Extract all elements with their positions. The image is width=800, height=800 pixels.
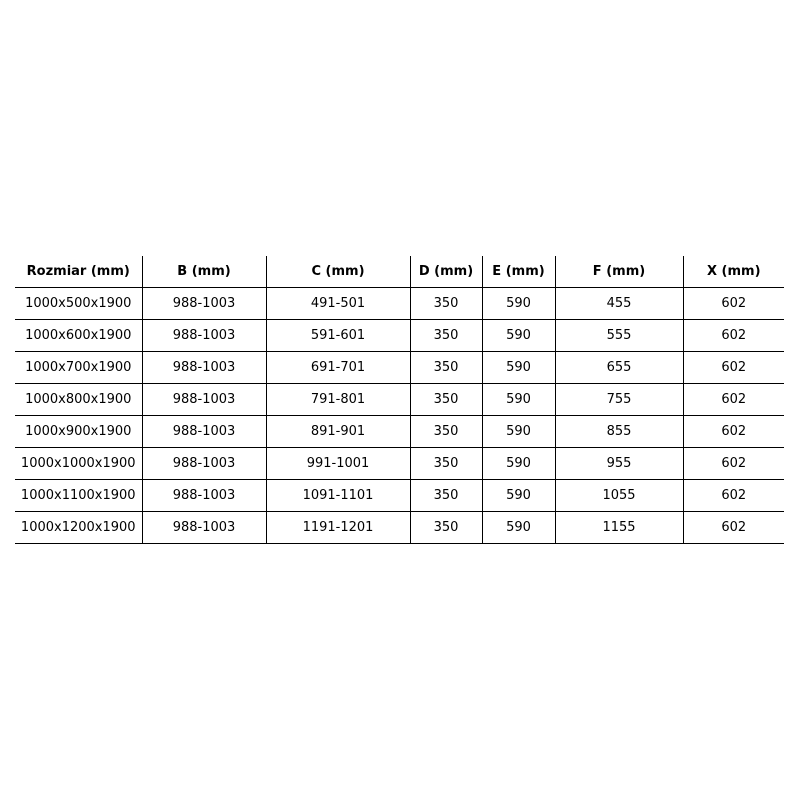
cell-b: 988-1003 <box>141 447 266 480</box>
table-row: 1000x1000x1900 988-1003 991-1001 350 590 955 6… <box>15 447 784 480</box>
cell-x: 602 <box>682 383 784 416</box>
cell-x: 602 <box>682 351 784 384</box>
cell-f: 855 <box>554 415 683 448</box>
cell-c: 1091-1101 <box>265 479 410 512</box>
table-row: 1000x1200x1900 988-1003 1191-1201 350 590 115… <box>15 511 784 544</box>
cell-e: 590 <box>481 479 555 512</box>
cell-b: 988-1003 <box>141 287 266 320</box>
header-size: Rozmiar (mm) <box>15 256 142 288</box>
table-row: 1000x800x1900 988-1003 791-801 350 590 755 602 <box>15 383 784 416</box>
cell-f: 755 <box>554 383 683 416</box>
cell-x: 602 <box>682 287 784 320</box>
header-b: B (mm) <box>141 256 266 288</box>
cell-size: 1000x1200x1900 <box>15 511 142 544</box>
cell-c: 991-1001 <box>265 447 410 480</box>
cell-c: 591-601 <box>265 319 410 352</box>
cell-size: 1000x500x1900 <box>15 287 142 320</box>
cell-f: 1055 <box>554 479 683 512</box>
cell-b: 988-1003 <box>141 479 266 512</box>
cell-size: 1000x1100x1900 <box>15 479 142 512</box>
cell-d: 350 <box>409 511 482 544</box>
cell-d: 350 <box>409 479 482 512</box>
cell-f: 555 <box>554 319 683 352</box>
cell-size: 1000x900x1900 <box>15 415 142 448</box>
cell-x: 602 <box>682 447 784 480</box>
header-row: Rozmiar (mm) B (mm) C (mm) D (mm) E (mm)… <box>15 256 784 288</box>
cell-e: 590 <box>481 511 555 544</box>
table-row: 1000x500x1900 988-1003 491-501 350 590 455 602 <box>15 287 784 320</box>
cell-e: 590 <box>481 383 555 416</box>
cell-d: 350 <box>409 287 482 320</box>
cell-e: 590 <box>481 447 555 480</box>
cell-b: 988-1003 <box>141 383 266 416</box>
cell-e: 590 <box>481 319 555 352</box>
cell-e: 590 <box>481 415 555 448</box>
cell-e: 590 <box>481 351 555 384</box>
cell-d: 350 <box>409 351 482 384</box>
cell-d: 350 <box>409 447 482 480</box>
header-c: C (mm) <box>265 256 410 288</box>
cell-f: 1155 <box>554 511 683 544</box>
cell-size: 1000x800x1900 <box>15 383 142 416</box>
cell-d: 350 <box>409 383 482 416</box>
cell-d: 350 <box>409 415 482 448</box>
cell-c: 691-701 <box>265 351 410 384</box>
cell-f: 455 <box>554 287 683 320</box>
header-f: F (mm) <box>554 256 683 288</box>
header-e: E (mm) <box>481 256 555 288</box>
cell-b: 988-1003 <box>141 351 266 384</box>
cell-c: 891-901 <box>265 415 410 448</box>
cell-c: 491-501 <box>265 287 410 320</box>
cell-c: 791-801 <box>265 383 410 416</box>
table-row: 1000x1100x1900 988-1003 1091-1101 350 590 105… <box>15 479 784 512</box>
table-row: 1000x600x1900 988-1003 591-601 350 590 555 602 <box>15 319 784 352</box>
cell-c: 1191-1201 <box>265 511 410 544</box>
table-row: 1000x700x1900 988-1003 691-701 350 590 655 602 <box>15 351 784 384</box>
header-x: X (mm) <box>682 256 784 288</box>
cell-size: 1000x700x1900 <box>15 351 142 384</box>
cell-size: 1000x1000x1900 <box>15 447 142 480</box>
cell-x: 602 <box>682 511 784 544</box>
cell-b: 988-1003 <box>141 319 266 352</box>
cell-d: 350 <box>409 319 482 352</box>
cell-x: 602 <box>682 319 784 352</box>
cell-size: 1000x600x1900 <box>15 319 142 352</box>
cell-b: 988-1003 <box>141 415 266 448</box>
dimensions-table: Rozmiar (mm) B (mm) C (mm) D (mm) E (mm)… <box>15 256 784 544</box>
cell-x: 602 <box>682 479 784 512</box>
cell-f: 955 <box>554 447 683 480</box>
cell-b: 988-1003 <box>141 511 266 544</box>
cell-e: 590 <box>481 287 555 320</box>
header-d: D (mm) <box>409 256 482 288</box>
cell-f: 655 <box>554 351 683 384</box>
table-body: 1000x500x1900 988-1003 491-501 350 590 455 602… <box>15 287 784 544</box>
cell-x: 602 <box>682 415 784 448</box>
table-row: 1000x900x1900 988-1003 891-901 350 590 855 602 <box>15 415 784 448</box>
